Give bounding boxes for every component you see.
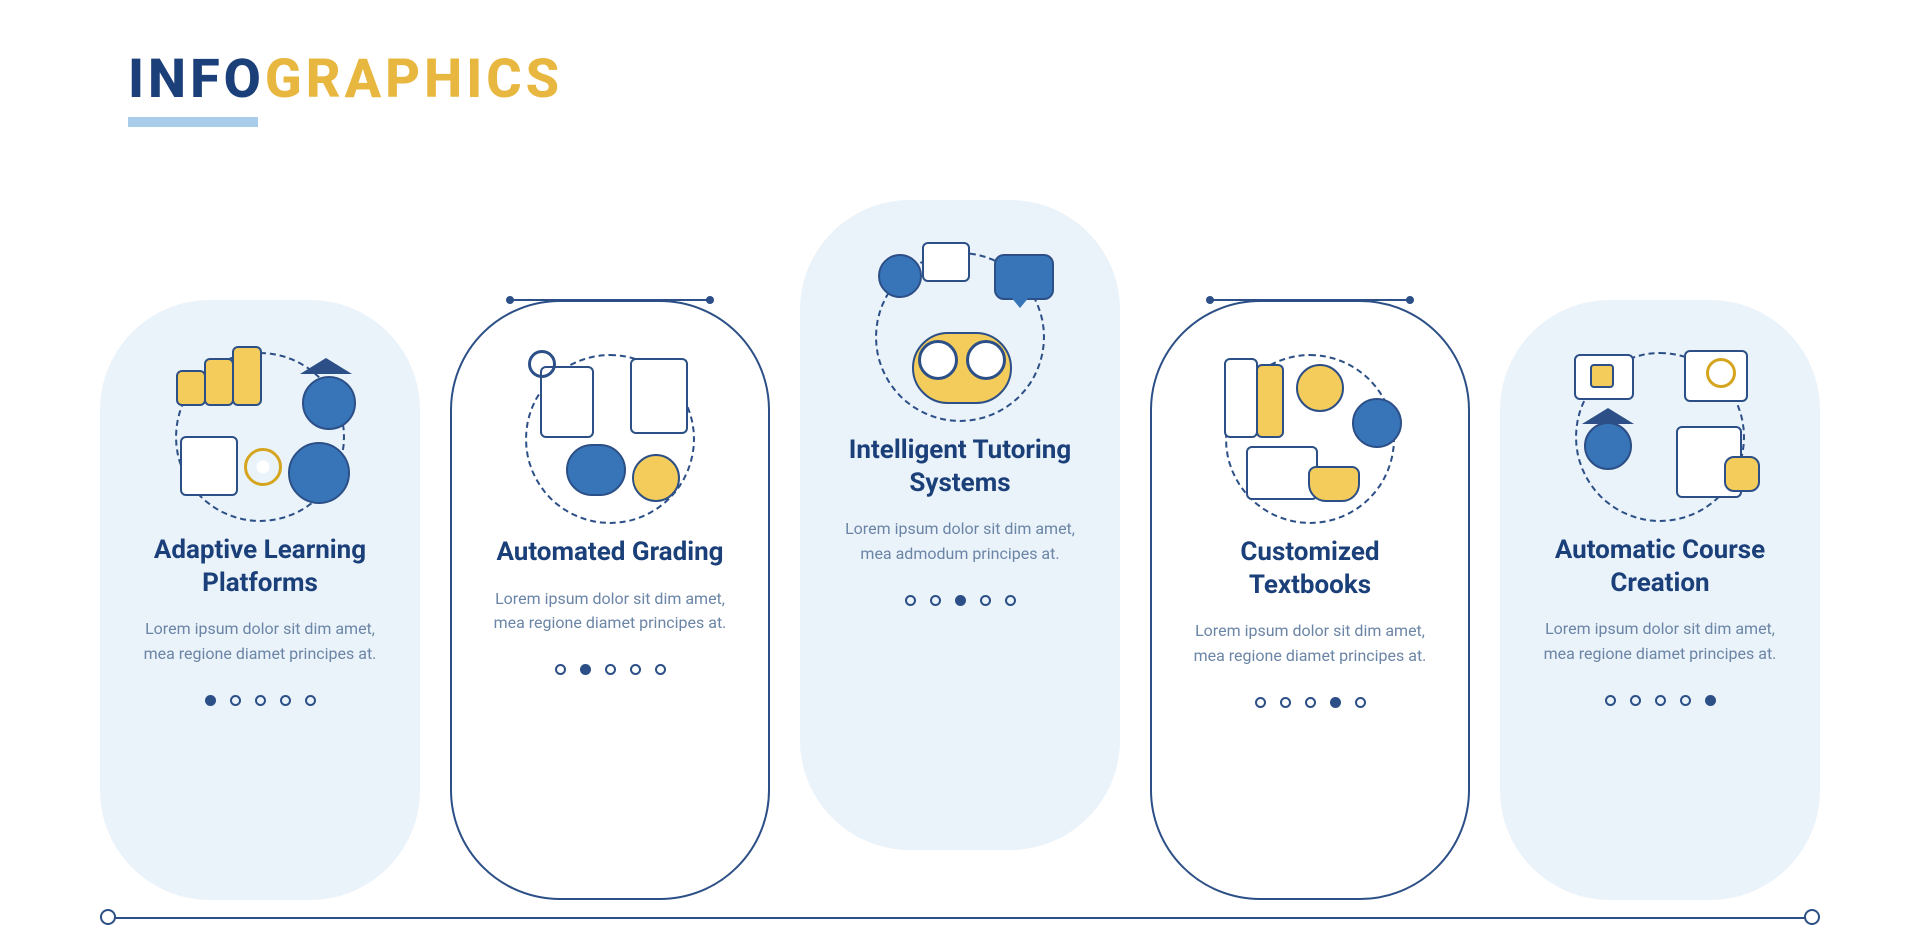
card-automated-grading: Automated Grading Lorem ipsum dolor sit … [450,300,770,900]
dot [280,695,291,706]
card-desc: Lorem ipsum dolor sit dim amet, mea regi… [1180,619,1440,669]
customized-textbooks-icon [1210,338,1410,518]
dot [930,595,941,606]
pager-dots [480,664,740,675]
pager-dots [1528,695,1792,706]
header-underline [128,117,258,127]
dot [205,695,216,706]
card-wrap-5: Automatic Course Creation Lorem ipsum do… [1500,300,1820,900]
dot [1680,695,1691,706]
card-desc: Lorem ipsum dolor sit dim amet, mea admo… [828,517,1092,567]
dot [905,595,916,606]
connector-endpoint-left [100,909,116,925]
card-title: Intelligent Tutoring Systems [828,434,1092,499]
card-title: Adaptive Learning Platforms [128,534,392,599]
header-title-part1: INFO [128,48,265,111]
card-wrap-3: Intelligent Tutoring Systems Lorem ipsum… [800,200,1120,900]
dot [1280,697,1291,708]
automated-grading-icon [510,338,710,518]
header-title-part2: GRAPHICS [265,48,563,111]
card-wrap-1: Adaptive Learning Platforms Lorem ipsum … [100,300,420,900]
card-cap [1210,284,1410,318]
dot [1605,695,1616,706]
header: INFOGRAPHICS [128,48,563,127]
card-wrap-4: Customized Textbooks Lorem ipsum dolor s… [1150,300,1470,900]
dot [655,664,666,675]
header-title: INFOGRAPHICS [128,48,563,111]
card-intelligent-tutoring: Intelligent Tutoring Systems Lorem ipsum… [800,200,1120,850]
dot [605,664,616,675]
dot [980,595,991,606]
card-adaptive-learning: Adaptive Learning Platforms Lorem ipsum … [100,300,420,900]
intelligent-tutoring-icon [860,236,1060,416]
dot [555,664,566,675]
pager-dots [828,595,1092,606]
card-customized-textbooks: Customized Textbooks Lorem ipsum dolor s… [1150,300,1470,900]
connector-line [110,917,1810,919]
dot [580,664,591,675]
dot [1630,695,1641,706]
dot [255,695,266,706]
card-title: Automatic Course Creation [1528,534,1792,599]
card-desc: Lorem ipsum dolor sit dim amet, mea regi… [128,617,392,667]
automatic-course-creation-icon [1560,336,1760,516]
dot [305,695,316,706]
dot [230,695,241,706]
pager-dots [128,695,392,706]
dot [1330,697,1341,708]
card-title: Automated Grading [480,536,740,569]
dot [1705,695,1716,706]
card-title: Customized Textbooks [1180,536,1440,601]
card-automatic-course-creation: Automatic Course Creation Lorem ipsum do… [1500,300,1820,900]
dot [1255,697,1266,708]
card-cap [510,284,710,318]
dot [1355,697,1366,708]
cards-row: Adaptive Learning Platforms Lorem ipsum … [100,140,1820,900]
dot [1655,695,1666,706]
dot [1005,595,1016,606]
adaptive-learning-icon [160,336,360,516]
dot [955,595,966,606]
card-desc: Lorem ipsum dolor sit dim amet, mea regi… [480,587,740,637]
dot [1305,697,1316,708]
card-desc: Lorem ipsum dolor sit dim amet, mea regi… [1528,617,1792,667]
card-wrap-2: Automated Grading Lorem ipsum dolor sit … [450,300,770,900]
dot [630,664,641,675]
pager-dots [1180,697,1440,708]
connector-endpoint-right [1804,909,1820,925]
